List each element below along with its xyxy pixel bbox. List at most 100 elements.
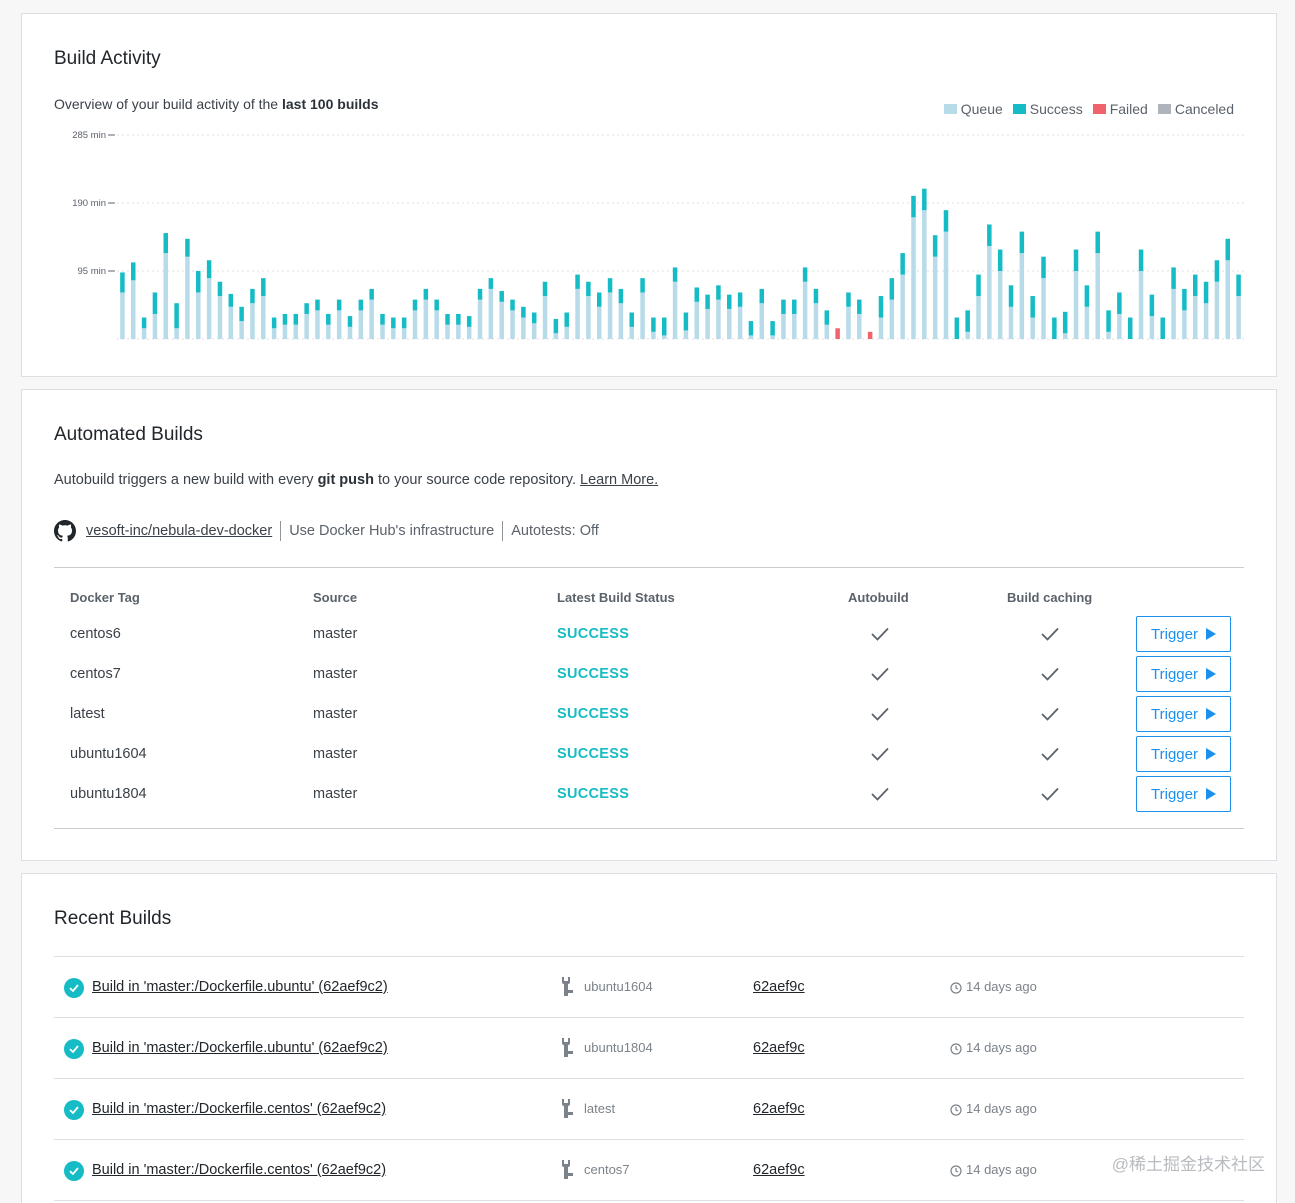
legend-canceled[interactable]: Canceled [1157, 101, 1234, 117]
success-bar[interactable] [737, 292, 743, 307]
success-bar[interactable] [813, 288, 819, 304]
trigger-button[interactable]: Trigger [1136, 776, 1231, 812]
queue-bar[interactable] [1192, 296, 1198, 339]
success-bar[interactable] [456, 313, 461, 325]
queue-bar[interactable] [1041, 278, 1046, 339]
queue-bar[interactable] [261, 296, 266, 339]
success-bar[interactable] [1008, 285, 1014, 307]
success-bar[interactable] [1106, 310, 1111, 332]
queue-bar[interactable] [326, 324, 331, 339]
legend-queue[interactable]: Queue [943, 101, 1003, 117]
queue-bar[interactable] [174, 328, 179, 339]
success-bar[interactable] [477, 288, 483, 300]
success-bar[interactable] [965, 310, 970, 332]
success-bar[interactable] [759, 288, 765, 304]
queue-bar[interactable] [336, 310, 342, 339]
queue-bar[interactable] [315, 310, 320, 339]
queue-bar[interactable] [640, 292, 645, 339]
failed-bar[interactable] [867, 331, 873, 339]
queue-bar[interactable] [553, 333, 559, 339]
success-bar[interactable] [1062, 311, 1068, 334]
queue-bar[interactable] [358, 310, 364, 339]
queue-bar[interactable] [1106, 331, 1111, 339]
success-bar[interactable] [575, 274, 580, 289]
success-bar[interactable] [531, 312, 537, 324]
queue-bar[interactable] [488, 288, 494, 339]
success-bar[interactable] [1203, 281, 1209, 304]
success-bar[interactable] [672, 267, 678, 282]
success-bar[interactable] [716, 285, 721, 300]
success-bar[interactable] [824, 310, 830, 325]
queue-bar[interactable] [618, 303, 624, 339]
queue-bar[interactable] [737, 306, 743, 339]
queue-bar[interactable] [748, 335, 754, 339]
queue-bar[interactable] [239, 321, 244, 339]
queue-bar[interactable] [250, 303, 255, 339]
queue-bar[interactable] [889, 299, 895, 339]
success-bar[interactable] [1052, 317, 1057, 339]
build-link[interactable]: Build in 'master:/Dockerfile.ubuntu' (62… [92, 979, 388, 995]
success-bar[interactable] [954, 317, 960, 339]
success-bar[interactable] [423, 288, 429, 300]
queue-bar[interactable] [131, 280, 136, 339]
build-link[interactable]: Build in 'master:/Dockerfile.ubuntu' (62… [92, 1040, 388, 1056]
queue-bar[interactable] [683, 330, 689, 339]
queue-bar[interactable] [120, 292, 125, 339]
learn-more-link[interactable]: Learn More. [580, 472, 659, 488]
success-bar[interactable] [271, 317, 277, 329]
queue-bar[interactable] [987, 245, 992, 339]
queue-bar[interactable] [1030, 317, 1035, 339]
queue-bar[interactable] [304, 313, 309, 339]
queue-bar[interactable] [575, 288, 580, 339]
queue-bar[interactable] [932, 256, 938, 339]
success-bar[interactable] [1084, 285, 1090, 307]
success-bar[interactable] [131, 262, 136, 281]
queue-bar[interactable] [846, 306, 851, 339]
success-bar[interactable] [1019, 231, 1025, 254]
success-bar[interactable] [261, 278, 266, 297]
queue-bar[interactable] [185, 256, 190, 339]
queue-bar[interactable] [531, 323, 537, 339]
queue-bar[interactable] [586, 296, 591, 339]
commit-link[interactable]: 62aef9c [753, 1162, 805, 1178]
success-bar[interactable] [369, 288, 374, 300]
queue-bar[interactable] [705, 308, 710, 339]
queue-bar[interactable] [1182, 310, 1187, 339]
success-bar[interactable] [499, 291, 504, 302]
success-bar[interactable] [651, 317, 656, 332]
success-bar[interactable] [293, 313, 299, 325]
queue-bar[interactable] [943, 231, 949, 339]
queue-bar[interactable] [824, 324, 830, 339]
success-bar[interactable] [911, 195, 916, 218]
success-bar[interactable] [586, 281, 591, 297]
success-bar[interactable] [1225, 238, 1230, 261]
queue-bar[interactable] [857, 313, 862, 339]
success-bar[interactable] [564, 312, 569, 327]
queue-bar[interactable] [412, 310, 418, 339]
success-bar[interactable] [1138, 249, 1144, 271]
queue-bar[interactable] [911, 217, 916, 339]
queue-bar[interactable] [1062, 333, 1068, 339]
queue-bar[interactable] [152, 313, 158, 339]
trigger-button[interactable]: Trigger [1136, 736, 1231, 772]
queue-bar[interactable] [163, 253, 169, 339]
success-bar[interactable] [304, 303, 309, 314]
success-bar[interactable] [932, 235, 938, 257]
success-bar[interactable] [326, 313, 331, 325]
success-bar[interactable] [380, 313, 385, 325]
success-bar[interactable] [434, 299, 439, 311]
queue-bar[interactable] [228, 306, 234, 339]
build-link[interactable]: Build in 'master:/Dockerfile.centos' (62… [92, 1101, 387, 1117]
queue-bar[interactable] [1008, 306, 1014, 339]
queue-bar[interactable] [510, 310, 515, 339]
success-bar[interactable] [1149, 294, 1155, 317]
success-bar[interactable] [1030, 296, 1035, 318]
queue-bar[interactable] [293, 324, 299, 339]
queue-bar[interactable] [607, 292, 613, 339]
queue-bar[interactable] [1095, 253, 1100, 339]
queue-bar[interactable] [1171, 288, 1176, 339]
queue-bar[interactable] [759, 303, 765, 339]
queue-bar[interactable] [1138, 271, 1144, 339]
queue-bar[interactable] [1019, 253, 1025, 339]
failed-bar[interactable] [835, 328, 840, 339]
